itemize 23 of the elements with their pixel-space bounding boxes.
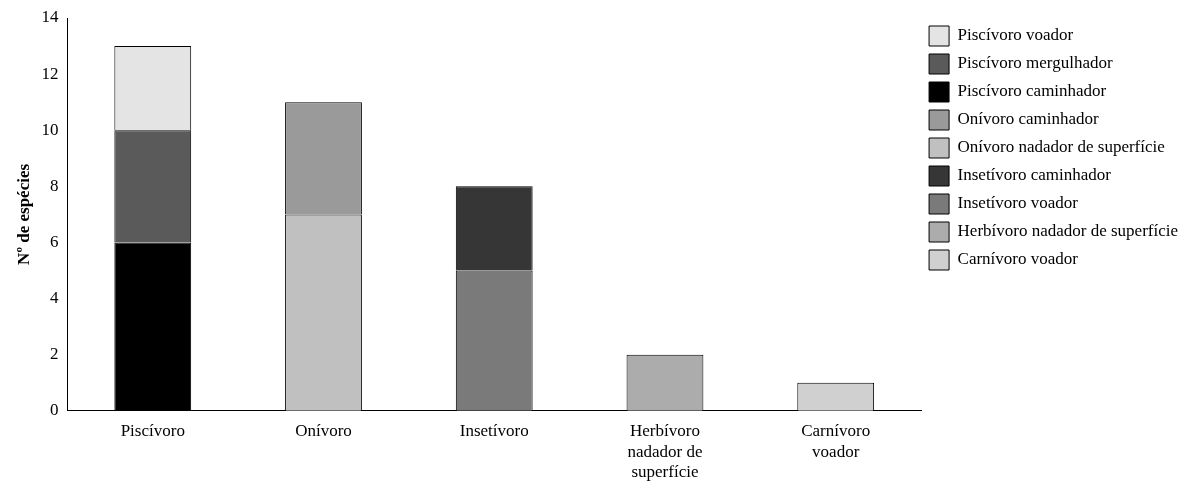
y-tick-label: 0 [49,400,59,420]
legend-label: Insetívoro caminhador [957,165,1112,185]
legend-label: Piscívoro voador [957,25,1074,45]
x-tick-label: Piscívoro [120,421,185,441]
legend-label: Piscívoro caminhador [957,81,1107,101]
legend-label: Onívoro nadador de superfície [957,137,1165,157]
y-tick-label: 10 [41,119,59,139]
y-tick-label: 12 [41,63,59,83]
legend-label: Onívoro caminhador [957,109,1100,129]
x-tick-label: Herbívoro nadador de superfície [627,421,703,482]
legend-label: Piscívoro mergulhador [957,53,1113,73]
y-tick-label: 14 [41,7,59,27]
x-tick-label: Insetívoro [459,421,529,441]
x-tick-label: Onívoro [295,421,352,441]
x-tick-label: Carnívoro voador [801,421,871,461]
legend-label: Herbívoro nadador de superfície [957,221,1178,241]
legend-label: Insetívoro voador [957,193,1079,213]
legend-label: Carnívoro voador [957,249,1079,269]
y-tick-label: 8 [49,175,59,195]
y-tick-label: 2 [49,344,59,364]
y-axis-title: Nº de espécies [13,163,33,265]
y-tick-label: 4 [49,288,59,308]
y-tick-label: 6 [49,231,59,251]
